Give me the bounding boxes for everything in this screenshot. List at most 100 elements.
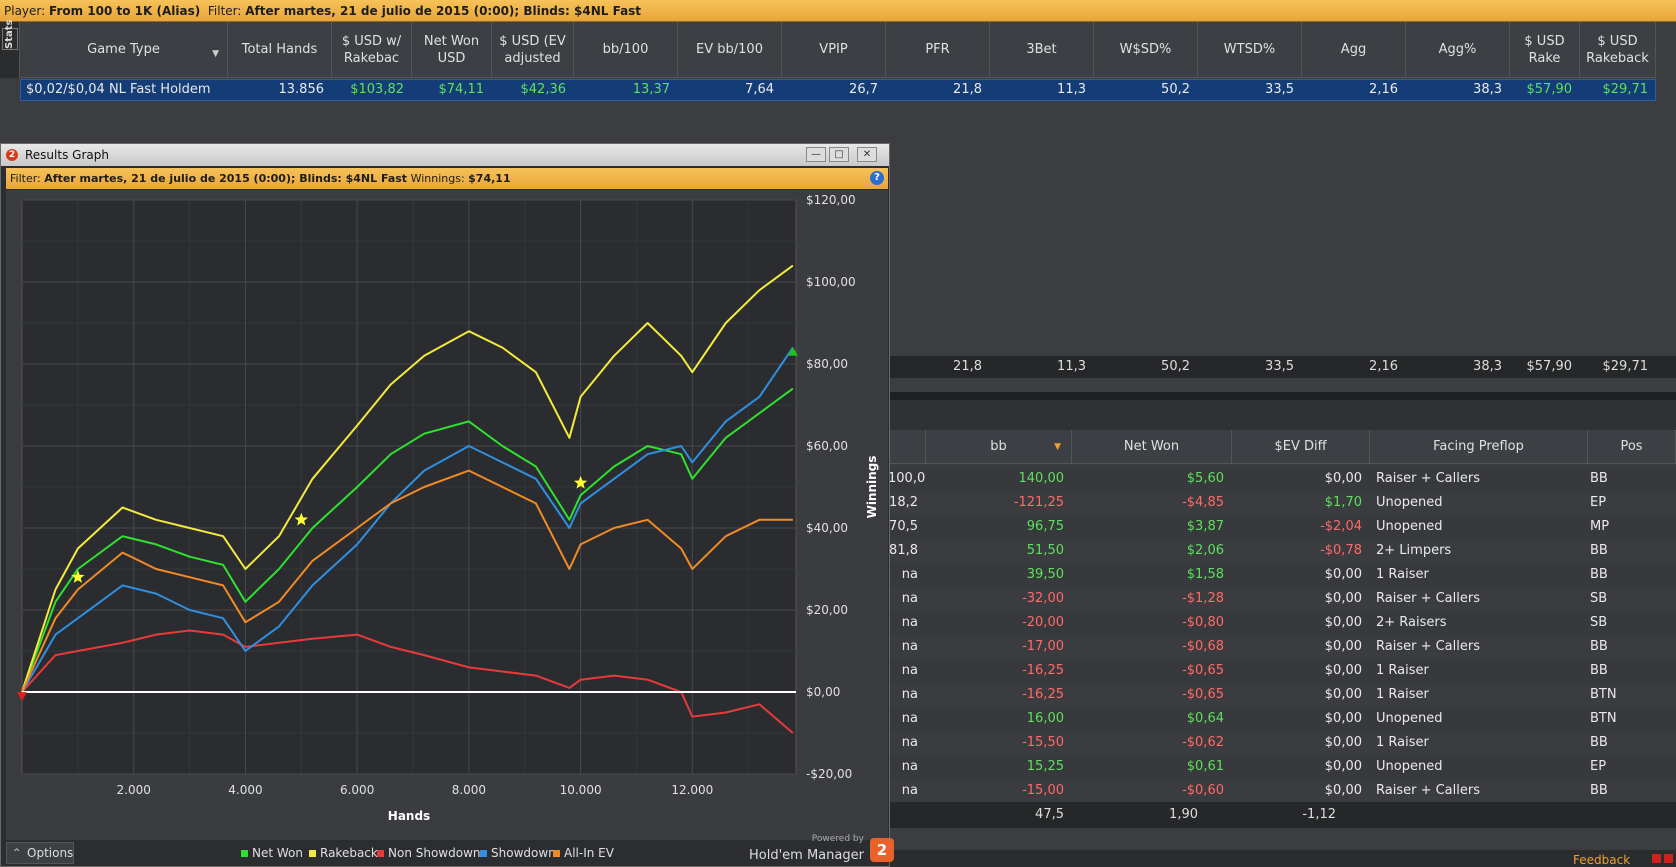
window-titlebar[interactable]: 2 Results Graph — □ ✕ bbox=[1, 144, 889, 166]
stats-col-header[interactable]: Agg bbox=[1302, 22, 1406, 78]
feedback-link[interactable]: Feedback bbox=[1573, 853, 1631, 867]
hand-cell-position: MP bbox=[1590, 519, 1610, 534]
stats-col-header[interactable]: EV bb/100 bbox=[678, 22, 782, 78]
hand-cell-bb: -17,00 bbox=[1022, 639, 1064, 654]
stats-col-header[interactable]: $ USD Rakeback bbox=[1580, 22, 1656, 78]
flag-icon[interactable] bbox=[1652, 854, 1661, 863]
hand-cell-ev-diff: $0,00 bbox=[1324, 615, 1362, 630]
hand-row[interactable] bbox=[888, 491, 1676, 515]
hand-cell-bb: -16,25 bbox=[1022, 663, 1064, 678]
star-marker bbox=[71, 570, 85, 583]
hand-row[interactable] bbox=[888, 467, 1676, 491]
stats-col-header[interactable]: W$SD% bbox=[1094, 22, 1198, 78]
legend-item[interactable]: All-In EV bbox=[553, 846, 614, 860]
brand-block: Powered by Hold'em Manager 2 bbox=[749, 834, 894, 863]
minimize-icon[interactable]: — bbox=[806, 147, 826, 162]
stats-col-header[interactable]: Net Won USD bbox=[412, 22, 492, 78]
hands-col-header[interactable]: Pos bbox=[1588, 430, 1676, 464]
legend-item[interactable]: Net Won bbox=[241, 846, 303, 860]
stats-total-cell: 11,3 bbox=[1057, 359, 1086, 374]
x-axis-label: Hands bbox=[388, 809, 430, 823]
maximize-icon[interactable]: □ bbox=[829, 147, 849, 162]
hand-cell-bb: 39,50 bbox=[1026, 567, 1064, 582]
hand-cell-facing-preflop: Unopened bbox=[1376, 759, 1443, 774]
hand-cell-partial: 18,2 bbox=[889, 495, 918, 510]
legend-label: All-In EV bbox=[564, 846, 614, 860]
stats-total-cell: $29,71 bbox=[1602, 359, 1649, 374]
y-tick-label: $20,00 bbox=[806, 603, 848, 617]
hand-row[interactable] bbox=[888, 563, 1676, 587]
stats-col-header-label: EV bb/100 bbox=[696, 42, 763, 57]
hand-cell-ev-diff: $0,00 bbox=[1324, 591, 1362, 606]
hand-row[interactable] bbox=[888, 779, 1676, 803]
hand-cell-partial: na bbox=[901, 591, 918, 606]
stats-row-selected[interactable] bbox=[20, 79, 1656, 101]
hand-row[interactable] bbox=[888, 611, 1676, 635]
hand-row[interactable] bbox=[888, 587, 1676, 611]
stats-col-header[interactable]: WTSD% bbox=[1198, 22, 1302, 78]
hand-cell-facing-preflop: Unopened bbox=[1376, 519, 1443, 534]
star-marker bbox=[573, 475, 588, 489]
stats-cell: 7,64 bbox=[745, 82, 774, 97]
flag-icon-2[interactable] bbox=[1664, 854, 1673, 863]
hand-row[interactable] bbox=[888, 683, 1676, 707]
stats-col-header[interactable]: bb/100 bbox=[574, 22, 678, 78]
hands-col-header[interactable]: bb ▼ bbox=[926, 430, 1072, 464]
stats-col-header-label: Agg bbox=[1340, 42, 1367, 57]
options-button[interactable]: ^ Options bbox=[6, 842, 74, 864]
stats-totals-bar bbox=[888, 356, 1676, 378]
hand-cell-net-won: -$0,65 bbox=[1182, 663, 1224, 678]
stats-total-cell: 50,2 bbox=[1161, 359, 1190, 374]
results-graph-window: 2 Results Graph — □ ✕ Filter: After mart… bbox=[0, 143, 894, 867]
stats-col-header[interactable]: VPIP bbox=[782, 22, 886, 78]
stats-col-header[interactable]: $ USD w/ Rakebac bbox=[332, 22, 412, 78]
hand-row[interactable] bbox=[888, 755, 1676, 779]
stats-col-header[interactable]: PFR bbox=[886, 22, 990, 78]
stats-cell: $103,82 bbox=[350, 82, 404, 97]
hands-total-cell: 1,90 bbox=[1169, 807, 1198, 822]
stats-side-tab[interactable]: Stats bbox=[0, 20, 20, 78]
hand-cell-position: EP bbox=[1590, 495, 1607, 510]
hand-cell-ev-diff: $0,00 bbox=[1324, 471, 1362, 486]
stats-col-header[interactable]: $ USD Rake bbox=[1510, 22, 1580, 78]
hand-cell-ev-diff: $0,00 bbox=[1324, 663, 1362, 678]
legend-item[interactable]: Showdown bbox=[480, 846, 556, 860]
hand-row[interactable] bbox=[888, 731, 1676, 755]
hand-cell-partial: na bbox=[901, 615, 918, 630]
legend-swatch bbox=[553, 849, 560, 857]
legend-swatch bbox=[377, 849, 384, 857]
stats-col-header[interactable]: 3Bet bbox=[990, 22, 1094, 78]
hand-row[interactable] bbox=[888, 515, 1676, 539]
stats-col-header-label: $ USD (EV adjusted bbox=[499, 33, 566, 66]
hand-cell-position: SB bbox=[1590, 615, 1608, 630]
hand-row[interactable] bbox=[888, 635, 1676, 659]
winnings-label: Winnings: bbox=[410, 172, 465, 185]
panel-splitter[interactable] bbox=[888, 392, 1676, 400]
sort-arrow-icon[interactable]: ▼ bbox=[212, 49, 219, 59]
stats-tab-label: Stats bbox=[2, 20, 18, 50]
hand-row[interactable] bbox=[888, 539, 1676, 563]
legend-item[interactable]: Rakeback bbox=[309, 846, 378, 860]
stats-col-header[interactable]: Agg% bbox=[1406, 22, 1510, 78]
stats-col-header[interactable]: Game Type ▼ bbox=[20, 22, 228, 78]
close-icon[interactable]: ✕ bbox=[857, 147, 877, 162]
hand-cell-partial: na bbox=[901, 639, 918, 654]
hand-cell-facing-preflop: Raiser + Callers bbox=[1376, 471, 1480, 486]
hand-cell-ev-diff: $0,00 bbox=[1324, 687, 1362, 702]
hands-col-header[interactable]: Facing Preflop bbox=[1370, 430, 1588, 464]
hands-col-header[interactable]: Net Won bbox=[1072, 430, 1232, 464]
hand-row[interactable] bbox=[888, 707, 1676, 731]
hands-col-header-partial[interactable] bbox=[888, 430, 926, 464]
hand-cell-facing-preflop: 1 Raiser bbox=[1376, 663, 1429, 678]
hand-cell-facing-preflop: Unopened bbox=[1376, 711, 1443, 726]
hand-cell-bb: 15,25 bbox=[1026, 759, 1064, 774]
legend-item[interactable]: Non Showdown bbox=[377, 846, 481, 860]
hand-cell-partial: na bbox=[901, 687, 918, 702]
stats-col-header[interactable]: $ USD (EV adjusted bbox=[492, 22, 574, 78]
hand-cell-position: BB bbox=[1590, 735, 1608, 750]
stats-col-header[interactable]: Total Hands bbox=[228, 22, 332, 78]
sort-arrow-icon[interactable]: ▼ bbox=[1054, 441, 1061, 452]
help-icon[interactable]: ? bbox=[870, 171, 884, 185]
hand-row[interactable] bbox=[888, 659, 1676, 683]
hands-col-header[interactable]: $EV Diff bbox=[1232, 430, 1370, 464]
